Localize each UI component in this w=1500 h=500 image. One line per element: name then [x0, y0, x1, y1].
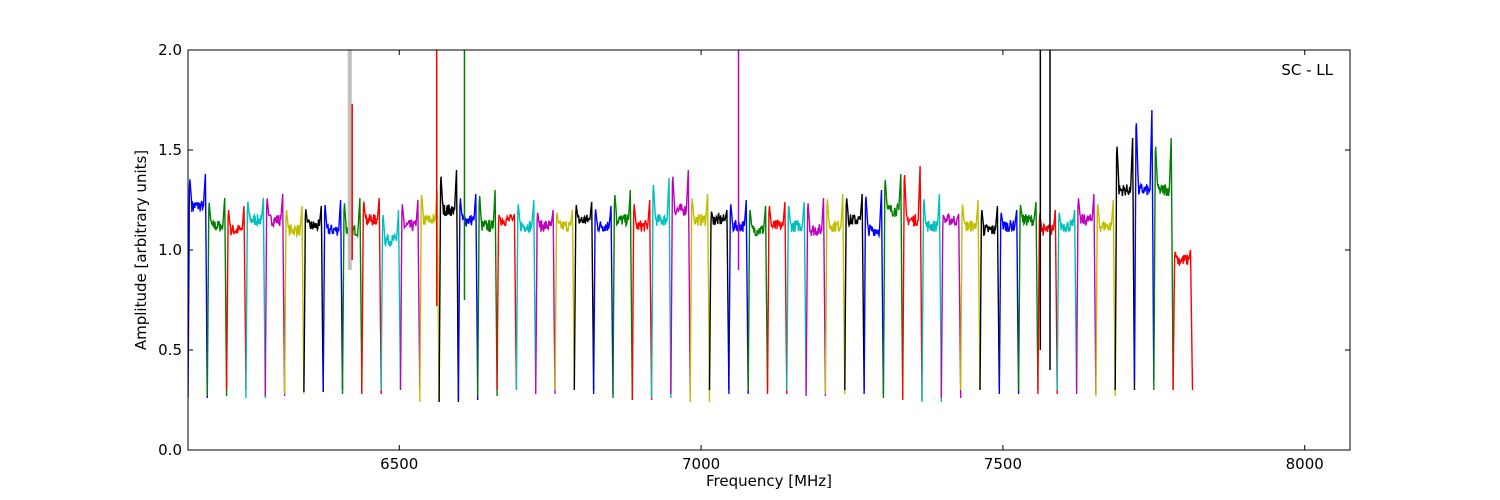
- channel-line-51: [1153, 137, 1174, 391]
- channel-line-49: [1114, 137, 1136, 391]
- channel-line-17: [496, 213, 518, 391]
- y-tick-label: 2.0: [158, 41, 182, 59]
- channel-line-15: [457, 193, 479, 401]
- y-tick-label: 0.5: [158, 341, 182, 359]
- channel-line-48: [1095, 199, 1116, 397]
- channel-line-25: [650, 177, 672, 399]
- channel-line-16: [477, 189, 498, 397]
- channel-line-12: [399, 199, 421, 391]
- channel-line-39: [921, 193, 942, 403]
- channel-line-52: [1172, 249, 1194, 391]
- channel-line-11: [380, 209, 402, 391]
- ticks-layer: 6500 7000 7500 8000 0.0 0.5 1.0 1.5 2.0: [158, 41, 1350, 473]
- channel-line-8: [322, 199, 344, 391]
- x-axis-title: Frequency [MHz]: [706, 472, 832, 490]
- x-tick-label: 6500: [380, 455, 418, 473]
- channel-line-38: [902, 165, 923, 401]
- channel-line-35: [844, 193, 865, 391]
- channel-line-7: [303, 205, 324, 393]
- channel-line-41: [960, 199, 981, 391]
- channel-line-5: [264, 193, 286, 397]
- channel-line-4: [245, 197, 266, 399]
- channel-line-45: [1037, 209, 1058, 395]
- chart-annotation: SC - LL: [1281, 61, 1333, 79]
- channel-line-33: [805, 197, 827, 397]
- channel-line-34: [824, 193, 846, 395]
- x-tick-label: 7500: [984, 455, 1022, 473]
- channel-line-6: [283, 205, 305, 395]
- channel-line-44: [1017, 201, 1039, 391]
- channel-line-32: [786, 201, 807, 391]
- channel-line-30: [747, 205, 769, 391]
- channel-line-18: [515, 199, 537, 391]
- channel-line-37: [882, 173, 904, 399]
- channel-line-3: [225, 205, 247, 391]
- channel-line-50: [1133, 109, 1155, 383]
- series-layer: [188, 50, 1194, 403]
- y-axis-title: Amplitude [arbitrary units]: [132, 150, 150, 350]
- channel-line-27: [689, 193, 711, 403]
- channel-line-42: [979, 205, 1000, 391]
- channel-line-24: [631, 199, 653, 401]
- channel-line-47: [1075, 193, 1097, 395]
- channel-line-13: [419, 189, 440, 403]
- y-tick-label: 0.0: [158, 441, 182, 459]
- x-tick-label: 7000: [682, 455, 720, 473]
- channel-line-10: [361, 197, 382, 395]
- channel-line-40: [940, 212, 962, 399]
- channel-line-46: [1056, 209, 1078, 391]
- channel-line-2: [206, 197, 228, 397]
- channel-line-23: [612, 189, 633, 399]
- channel-line-1: [188, 173, 208, 399]
- channel-line-31: [766, 201, 788, 395]
- y-tick-label: 1.5: [158, 141, 182, 159]
- channel-line-21: [573, 201, 595, 391]
- channel-line-20: [554, 209, 575, 391]
- y-tick-label: 1.0: [158, 241, 182, 259]
- channel-line-19: [535, 209, 556, 395]
- channel-line-43: [998, 209, 1020, 395]
- channel-line-36: [863, 189, 885, 395]
- channel-line-26: [670, 169, 691, 395]
- channel-line-28: [708, 209, 730, 391]
- channel-line-14: [438, 169, 460, 403]
- channel-line-22: [592, 205, 614, 395]
- x-tick-label: 8000: [1286, 455, 1324, 473]
